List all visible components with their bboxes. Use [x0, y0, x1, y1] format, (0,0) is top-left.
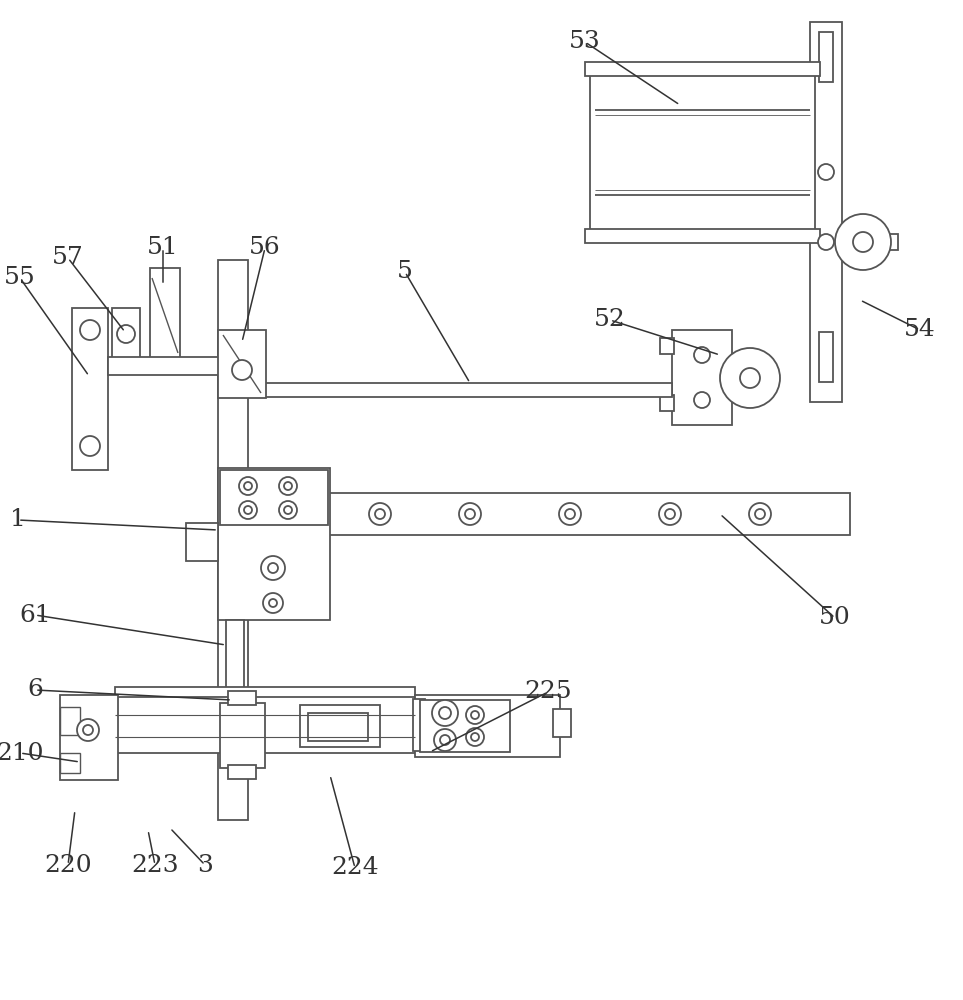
- Text: 3: 3: [197, 854, 213, 876]
- Text: 51: 51: [147, 236, 179, 259]
- Circle shape: [440, 735, 450, 745]
- Circle shape: [232, 360, 252, 380]
- Text: 6: 6: [27, 678, 43, 702]
- Circle shape: [465, 509, 475, 519]
- Bar: [228, 691, 256, 705]
- Circle shape: [268, 563, 278, 573]
- Circle shape: [80, 320, 100, 340]
- Circle shape: [117, 325, 135, 343]
- Bar: [60, 707, 80, 735]
- Circle shape: [244, 506, 252, 514]
- Bar: [108, 357, 220, 375]
- Text: 5: 5: [397, 260, 413, 284]
- Circle shape: [835, 214, 891, 270]
- Circle shape: [565, 509, 575, 519]
- Circle shape: [818, 164, 834, 180]
- Bar: [888, 234, 898, 250]
- Circle shape: [279, 501, 297, 519]
- Circle shape: [432, 700, 458, 726]
- Bar: [150, 268, 180, 363]
- Bar: [819, 32, 833, 82]
- Circle shape: [77, 719, 99, 741]
- Bar: [115, 687, 415, 697]
- Circle shape: [853, 232, 873, 252]
- Bar: [300, 705, 380, 747]
- Circle shape: [740, 368, 760, 388]
- Circle shape: [83, 725, 93, 735]
- Bar: [220, 470, 328, 525]
- Bar: [218, 260, 248, 820]
- Circle shape: [375, 509, 385, 519]
- Bar: [228, 765, 256, 779]
- Circle shape: [720, 348, 780, 408]
- Bar: [810, 22, 842, 402]
- Bar: [413, 699, 425, 751]
- Bar: [60, 695, 118, 780]
- Circle shape: [694, 347, 710, 363]
- Circle shape: [559, 503, 581, 525]
- Bar: [218, 468, 330, 620]
- Circle shape: [755, 509, 765, 519]
- Circle shape: [279, 477, 297, 495]
- Bar: [585, 229, 820, 243]
- Circle shape: [439, 707, 451, 719]
- Circle shape: [818, 234, 834, 250]
- Circle shape: [244, 482, 252, 490]
- Text: 1: 1: [11, 508, 26, 532]
- Bar: [220, 703, 265, 768]
- Bar: [115, 695, 415, 753]
- Circle shape: [269, 599, 277, 607]
- Circle shape: [261, 556, 285, 580]
- Bar: [218, 330, 266, 398]
- Text: 61: 61: [19, 603, 51, 626]
- Bar: [415, 695, 560, 757]
- Text: 57: 57: [52, 246, 84, 269]
- Bar: [819, 332, 833, 382]
- Circle shape: [749, 503, 771, 525]
- Bar: [585, 62, 820, 76]
- Text: 210: 210: [0, 742, 43, 764]
- Circle shape: [284, 482, 292, 490]
- Circle shape: [466, 728, 484, 746]
- Bar: [226, 620, 244, 695]
- Bar: [280, 493, 850, 535]
- Bar: [590, 70, 815, 235]
- Text: 224: 224: [331, 856, 378, 880]
- Bar: [553, 709, 571, 737]
- Bar: [72, 308, 108, 470]
- Text: 220: 220: [44, 854, 91, 876]
- Circle shape: [284, 506, 292, 514]
- Text: 223: 223: [131, 854, 179, 876]
- Circle shape: [694, 392, 710, 408]
- Circle shape: [471, 711, 479, 719]
- Bar: [112, 308, 140, 360]
- Bar: [60, 753, 80, 773]
- Circle shape: [239, 501, 257, 519]
- Bar: [660, 395, 674, 411]
- Bar: [308, 713, 368, 741]
- Text: 50: 50: [820, 606, 851, 630]
- Circle shape: [263, 593, 283, 613]
- Circle shape: [665, 509, 675, 519]
- Text: 55: 55: [4, 266, 36, 290]
- Circle shape: [80, 436, 100, 456]
- Circle shape: [239, 477, 257, 495]
- Circle shape: [459, 503, 481, 525]
- Circle shape: [659, 503, 681, 525]
- Circle shape: [434, 729, 456, 751]
- Text: 54: 54: [904, 318, 936, 342]
- Circle shape: [471, 733, 479, 741]
- Circle shape: [466, 706, 484, 724]
- Circle shape: [369, 503, 391, 525]
- Text: 52: 52: [594, 308, 626, 332]
- Bar: [420, 700, 510, 752]
- Text: 225: 225: [524, 680, 572, 704]
- Bar: [672, 330, 732, 425]
- Bar: [250, 383, 672, 397]
- Bar: [660, 338, 674, 354]
- Bar: [186, 523, 218, 561]
- Text: 53: 53: [569, 30, 601, 53]
- Text: 56: 56: [249, 236, 281, 259]
